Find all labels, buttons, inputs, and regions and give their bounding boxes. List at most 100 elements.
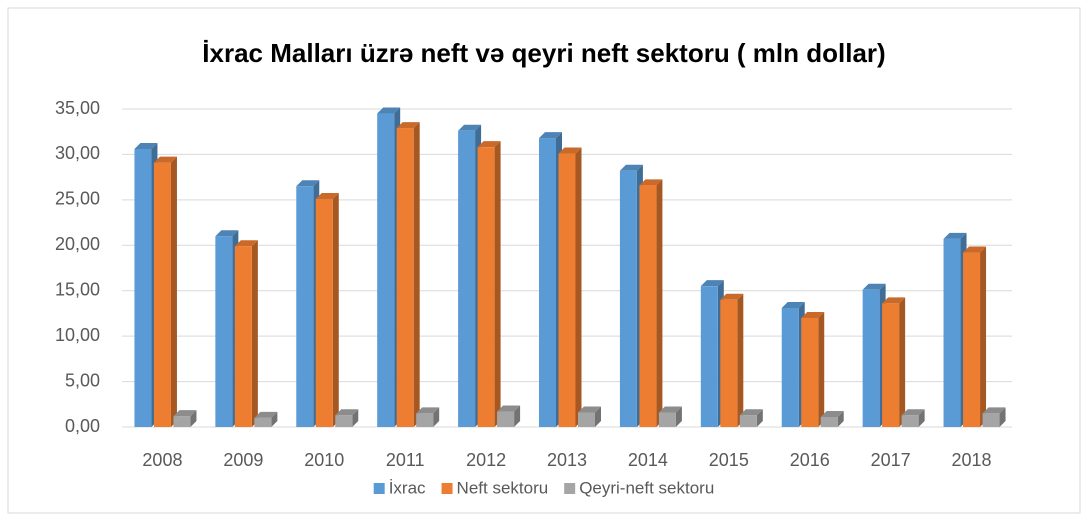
bar-side bbox=[170, 156, 177, 427]
bar-top bbox=[134, 142, 158, 149]
x-tick-label: 2018 bbox=[952, 450, 992, 470]
bar-front bbox=[558, 153, 576, 427]
bar-top bbox=[943, 232, 967, 239]
bar bbox=[963, 246, 987, 427]
bar-top bbox=[153, 156, 177, 163]
y-tick-label: 20,00 bbox=[55, 234, 100, 254]
bar-top bbox=[862, 283, 886, 290]
x-tick-label: 2009 bbox=[223, 450, 263, 470]
bar-top bbox=[477, 141, 501, 148]
bar bbox=[335, 409, 359, 427]
bar-front bbox=[639, 185, 657, 427]
bar bbox=[882, 297, 906, 427]
bar-front bbox=[458, 130, 476, 427]
x-tick-label: 2012 bbox=[466, 450, 506, 470]
bar bbox=[416, 407, 440, 427]
bar-top bbox=[558, 147, 582, 154]
bar-top bbox=[416, 407, 440, 414]
legend: İxrac Neft sektoru Qeyri-neft sektoru bbox=[373, 478, 714, 497]
legend-label: İxrac bbox=[389, 478, 426, 497]
bar-front bbox=[477, 147, 495, 427]
bar bbox=[982, 407, 1006, 427]
bar-front bbox=[862, 289, 880, 427]
bar-front bbox=[539, 138, 556, 427]
bar-top bbox=[335, 409, 359, 416]
bar-side bbox=[656, 179, 663, 427]
bar-top bbox=[396, 122, 420, 129]
bar-front bbox=[215, 236, 233, 427]
bar-side bbox=[413, 122, 420, 427]
legend-swatch bbox=[564, 483, 576, 494]
x-tick-label: 2016 bbox=[790, 450, 830, 470]
bar-top bbox=[820, 411, 844, 418]
bar-front bbox=[254, 417, 272, 427]
bar-side bbox=[675, 406, 682, 427]
bar-top bbox=[639, 179, 663, 186]
bar-side bbox=[575, 147, 582, 427]
bar-front bbox=[963, 252, 981, 427]
bar bbox=[901, 409, 925, 427]
bar-side bbox=[737, 293, 744, 427]
bar-front bbox=[619, 170, 637, 428]
bar bbox=[254, 411, 278, 427]
bar-top bbox=[539, 132, 562, 139]
x-tick-label: 2013 bbox=[547, 450, 587, 470]
y-tick-label: 30,00 bbox=[55, 143, 100, 163]
bar-top bbox=[658, 406, 682, 413]
y-tick-label: 25,00 bbox=[55, 189, 100, 209]
legend-label: Neft sektoru bbox=[457, 478, 549, 497]
bar-top bbox=[700, 280, 724, 287]
bar-front bbox=[882, 303, 900, 427]
bar-top bbox=[963, 246, 987, 253]
bar-top bbox=[377, 107, 401, 114]
bar-front bbox=[335, 415, 353, 427]
bar-top bbox=[173, 410, 197, 417]
bar bbox=[639, 179, 663, 427]
bar-front bbox=[497, 411, 515, 427]
bar bbox=[558, 147, 582, 427]
bar-front bbox=[416, 413, 434, 427]
y-tick-label: 5,00 bbox=[65, 370, 100, 390]
bar bbox=[658, 406, 682, 427]
legend-swatch bbox=[373, 483, 385, 494]
bar-top bbox=[254, 411, 278, 418]
bar-side bbox=[494, 141, 501, 427]
bar bbox=[578, 406, 601, 427]
bar-front bbox=[153, 162, 171, 427]
bar-side bbox=[756, 409, 763, 427]
bar-side bbox=[514, 405, 521, 427]
bar-side bbox=[251, 240, 258, 427]
bar bbox=[801, 311, 825, 427]
bar-top bbox=[215, 230, 239, 237]
bar-side bbox=[899, 297, 906, 427]
bar-front bbox=[901, 415, 919, 427]
bar bbox=[315, 192, 339, 427]
bar-front bbox=[700, 286, 718, 427]
y-tick-label: 0,00 bbox=[65, 416, 100, 436]
bar-top bbox=[901, 409, 925, 416]
bar-top bbox=[234, 240, 258, 247]
bar-top bbox=[497, 405, 521, 412]
bar-top bbox=[720, 293, 744, 300]
bar bbox=[477, 141, 501, 427]
x-tick-label: 2015 bbox=[709, 450, 749, 470]
bar-side bbox=[332, 192, 339, 427]
y-tick-label: 10,00 bbox=[55, 325, 100, 345]
bar-front bbox=[720, 299, 738, 427]
bar bbox=[173, 410, 197, 427]
bar-side bbox=[837, 411, 844, 427]
bar-side bbox=[433, 407, 440, 427]
bar-top bbox=[296, 180, 320, 187]
bar-side bbox=[918, 409, 925, 427]
bar-top bbox=[739, 409, 763, 416]
bar-front bbox=[234, 246, 252, 427]
bar-front bbox=[296, 186, 314, 427]
bar-top bbox=[781, 301, 805, 308]
bar-side bbox=[271, 411, 278, 427]
bar-top bbox=[982, 407, 1006, 414]
bar bbox=[153, 156, 177, 427]
legend-swatch bbox=[441, 483, 453, 494]
x-tick-label: 2010 bbox=[304, 450, 344, 470]
legend-label: Qeyri-neft sektoru bbox=[579, 478, 714, 497]
